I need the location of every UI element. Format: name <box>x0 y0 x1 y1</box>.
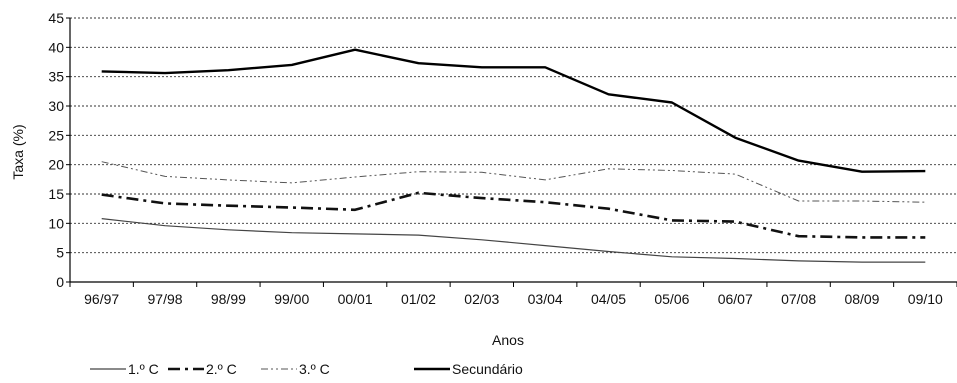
legend: 1.º C 2.º C 3.º C Secundário <box>90 361 523 377</box>
x-tick-label: 04/05 <box>591 291 626 307</box>
y-tick-label: 0 <box>56 274 64 290</box>
y-axis-title: Taxa (%) <box>10 124 26 179</box>
y-tick-label: 5 <box>56 245 64 261</box>
tick-labels: 0 5 10 15 20 25 30 35 40 45 96/97 97/98 98/99 99/00 00… <box>48 10 943 307</box>
y-tick-label: 35 <box>48 69 64 85</box>
y-tick-label: 40 <box>48 39 64 55</box>
x-axis-title: Anos <box>492 332 524 348</box>
axes <box>66 17 957 287</box>
x-tick-label: 09/10 <box>908 291 943 307</box>
legend-label: 2.º C <box>206 361 237 377</box>
y-tick-label: 20 <box>48 157 64 173</box>
y-tick-label: 15 <box>48 186 64 202</box>
series-line <box>101 218 926 263</box>
y-tick-label: 10 <box>48 215 64 231</box>
x-tick-label: 05/06 <box>654 291 689 307</box>
y-tick-label: 25 <box>48 127 64 143</box>
x-tick-label: 98/99 <box>211 291 246 307</box>
series-line <box>101 191 926 239</box>
x-tick-label: 06/07 <box>718 291 753 307</box>
x-tick-label: 97/98 <box>148 291 183 307</box>
x-tick-label: 96/97 <box>84 291 119 307</box>
x-tick-label: 01/02 <box>401 291 436 307</box>
series-line <box>101 161 926 203</box>
y-tick-label: 30 <box>48 98 64 114</box>
x-tick-label: 08/09 <box>844 291 879 307</box>
x-tick-label: 02/03 <box>464 291 499 307</box>
legend-label: Secundário <box>452 361 523 377</box>
y-tick-label: 45 <box>48 10 64 26</box>
x-tick-label: 99/00 <box>274 291 309 307</box>
x-tick-label: 00/01 <box>338 291 373 307</box>
x-tick-label: 07/08 <box>781 291 816 307</box>
series-line <box>101 48 926 173</box>
gridlines <box>70 17 957 254</box>
series-lines <box>101 48 926 263</box>
x-tick-label: 03/04 <box>528 291 563 307</box>
legend-label: 1.º C <box>128 361 159 377</box>
legend-label: 3.º C <box>299 361 330 377</box>
